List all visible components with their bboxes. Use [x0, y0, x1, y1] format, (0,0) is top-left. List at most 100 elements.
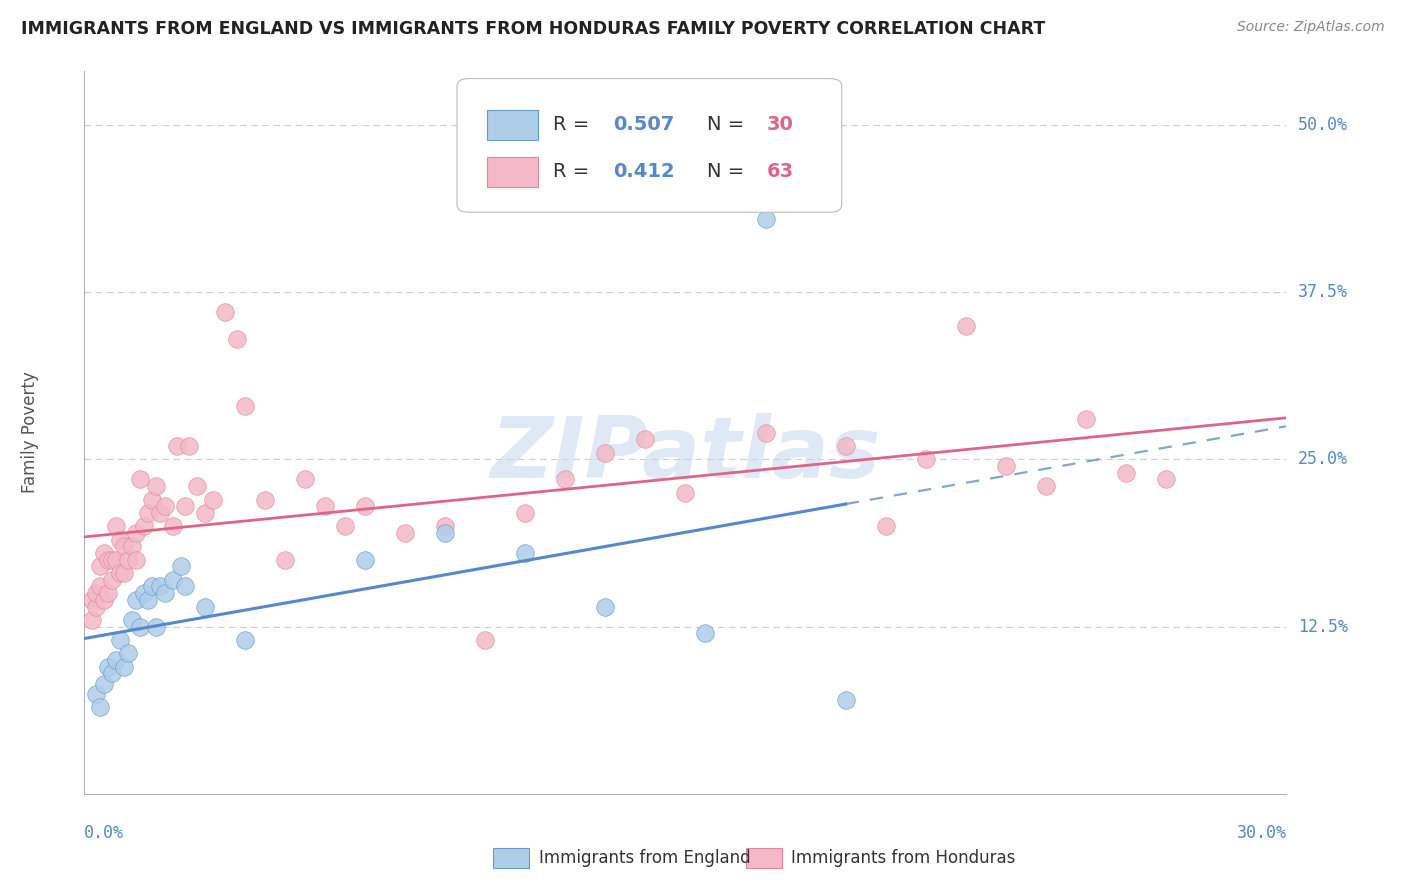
Point [93, 592, 115, 607]
Text: N =: N = [707, 115, 751, 135]
Point [125, 592, 148, 607]
Point [755, 211, 778, 226]
Point [314, 500, 336, 514]
Point [97, 660, 120, 674]
Point [141, 492, 163, 507]
Point [675, 485, 697, 500]
Point [121, 539, 143, 553]
Point [110, 566, 132, 581]
Point [1156, 473, 1178, 487]
Text: 12.5%: 12.5% [1298, 617, 1347, 636]
Point [173, 580, 195, 594]
Point [149, 506, 172, 520]
Point [169, 559, 191, 574]
Point [97, 552, 120, 567]
Point [394, 526, 416, 541]
Point [93, 677, 115, 691]
Point [121, 613, 143, 627]
Text: Immigrants from England: Immigrants from England [538, 849, 751, 867]
Point [105, 653, 128, 667]
Text: 0.412: 0.412 [613, 162, 675, 181]
Point [153, 500, 176, 514]
FancyBboxPatch shape [494, 848, 529, 868]
Point [129, 473, 152, 487]
Text: 0.0%: 0.0% [84, 824, 124, 842]
Point [274, 552, 297, 567]
Text: 50.0%: 50.0% [1298, 116, 1347, 134]
Point [915, 452, 938, 467]
Point [114, 539, 135, 553]
Text: 30.0%: 30.0% [1236, 824, 1286, 842]
Point [149, 580, 172, 594]
Point [117, 646, 139, 660]
Point [875, 519, 897, 533]
Point [835, 693, 858, 707]
Point [110, 633, 132, 648]
Point [995, 459, 1018, 474]
Point [1035, 479, 1057, 493]
Point [354, 500, 377, 514]
FancyBboxPatch shape [486, 110, 537, 140]
Point [125, 552, 148, 567]
Point [515, 546, 537, 560]
Point [145, 619, 167, 633]
Point [82, 613, 104, 627]
Point [233, 633, 256, 648]
Point [233, 399, 256, 413]
Point [955, 318, 977, 333]
Point [134, 519, 156, 533]
Point [474, 633, 496, 648]
Point [105, 552, 128, 567]
Point [153, 586, 176, 600]
Text: IMMIGRANTS FROM ENGLAND VS IMMIGRANTS FROM HONDURAS FAMILY POVERTY CORRELATION C: IMMIGRANTS FROM ENGLAND VS IMMIGRANTS FR… [21, 20, 1045, 37]
FancyBboxPatch shape [486, 157, 537, 187]
Point [294, 473, 316, 487]
Point [162, 519, 184, 533]
Point [141, 580, 163, 594]
Point [86, 599, 108, 614]
Point [89, 559, 111, 574]
FancyBboxPatch shape [745, 848, 782, 868]
Point [138, 506, 160, 520]
Point [434, 526, 457, 541]
Text: 25.0%: 25.0% [1298, 450, 1347, 468]
Point [114, 660, 135, 674]
Point [177, 439, 200, 453]
Point [186, 479, 208, 493]
Text: R =: R = [553, 162, 596, 181]
Point [173, 500, 195, 514]
Point [434, 519, 457, 533]
Point [253, 492, 276, 507]
Point [86, 687, 108, 701]
Text: ZIPatlas: ZIPatlas [491, 413, 880, 496]
Text: Source: ZipAtlas.com: Source: ZipAtlas.com [1237, 20, 1385, 34]
Point [634, 433, 657, 447]
Point [333, 519, 356, 533]
Point [145, 479, 167, 493]
Point [105, 519, 128, 533]
Point [89, 699, 111, 714]
Point [515, 506, 537, 520]
Text: R =: R = [553, 115, 596, 135]
Point [162, 573, 184, 587]
Text: 63: 63 [768, 162, 794, 181]
Text: Immigrants from Honduras: Immigrants from Honduras [792, 849, 1015, 867]
Point [117, 552, 139, 567]
Point [134, 586, 156, 600]
Point [93, 546, 115, 560]
Point [354, 552, 377, 567]
Text: 30: 30 [768, 115, 794, 135]
Point [166, 439, 188, 453]
Point [101, 552, 124, 567]
Point [225, 332, 247, 346]
Point [101, 573, 124, 587]
Point [1115, 466, 1137, 480]
Text: 0.507: 0.507 [613, 115, 675, 135]
Point [695, 626, 717, 640]
Point [125, 526, 148, 541]
Point [595, 446, 617, 460]
Point [138, 592, 160, 607]
Point [129, 619, 152, 633]
Point [82, 592, 104, 607]
Point [1076, 412, 1098, 426]
